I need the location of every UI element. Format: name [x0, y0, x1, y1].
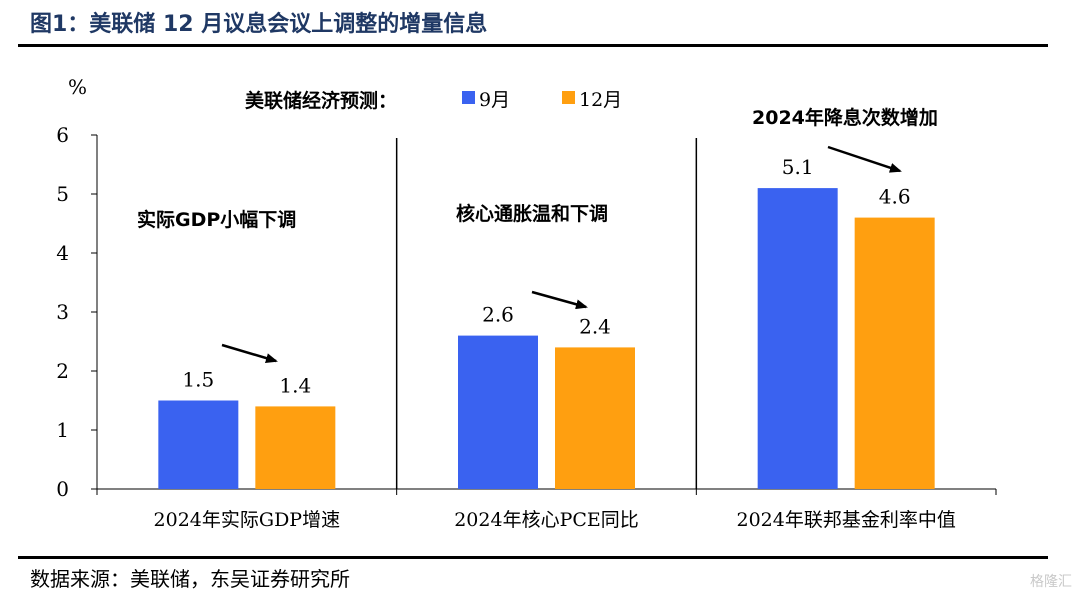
bar [555, 347, 635, 489]
y-tick-label: 3 [56, 300, 69, 324]
legend-label-dec: 12月 [579, 89, 622, 111]
category-label: 2024年实际GDP增速 [154, 509, 341, 531]
trend-arrow-fed-funds-rate [827, 145, 902, 173]
bar [255, 406, 336, 489]
y-tick-label: 6 [56, 123, 69, 147]
legend: 美联储经济预测： 9月 12月 [245, 89, 622, 112]
y-axis-unit-label: % [68, 75, 87, 99]
category-label: 2024年核心PCE同比 [454, 509, 639, 531]
bar-value-label: 2.6 [482, 303, 514, 327]
watermark-logo: 格隆汇 [1030, 574, 1072, 590]
source-note: 数据来源：美联储，东吴证券研究所 [30, 567, 350, 591]
trend-arrow-core-pce [531, 290, 588, 310]
bar-value-label: 5.1 [782, 155, 814, 179]
bar [757, 188, 838, 489]
category-label: 2024年联邦基金利率中值 [736, 509, 955, 531]
y-tick-label: 1 [56, 418, 69, 442]
legend-title: 美联储经济预测： [245, 89, 397, 112]
annotation-fed-funds-rate: 2024年降息次数增加 [752, 106, 938, 129]
y-tick-label: 5 [56, 182, 69, 206]
bar-value-label: 1.5 [182, 368, 214, 392]
legend-swatch-dec [562, 91, 575, 104]
title-divider [18, 44, 1048, 47]
bar-value-label: 1.4 [279, 373, 311, 397]
legend-label-sep: 9月 [479, 89, 510, 111]
bar-value-label: 4.6 [879, 185, 911, 209]
bar [158, 400, 239, 489]
annotation-gdp: 实际GDP小幅下调 [137, 208, 296, 231]
source-divider [18, 556, 1048, 559]
trend-arrow-gdp [221, 343, 278, 363]
axes: 0 1 2 3 4 5 6 [56, 123, 997, 501]
annotation-core-pce: 核心通胀温和下调 [456, 202, 608, 225]
y-tick-label: 2 [56, 359, 69, 383]
legend-swatch-sep [462, 91, 475, 104]
y-tick-label: 4 [56, 241, 69, 265]
y-tick-label: 0 [56, 477, 69, 501]
chart-marks: 1.5 1.4 2024年实际GDP增速 2.6 2.4 2024年核心PCE同比 5.1 4… [154, 155, 956, 531]
bar-value-label: 2.4 [579, 314, 611, 338]
bar [854, 217, 935, 489]
bar-chart: % 美联储经济预测： 9月 12月 实际GDP小幅下调 核心通胀温和下调 202… [56, 75, 997, 531]
figure-title: 图1：美联储 12 月议息会议上调整的增量信息 [30, 12, 488, 37]
bar [458, 335, 538, 489]
